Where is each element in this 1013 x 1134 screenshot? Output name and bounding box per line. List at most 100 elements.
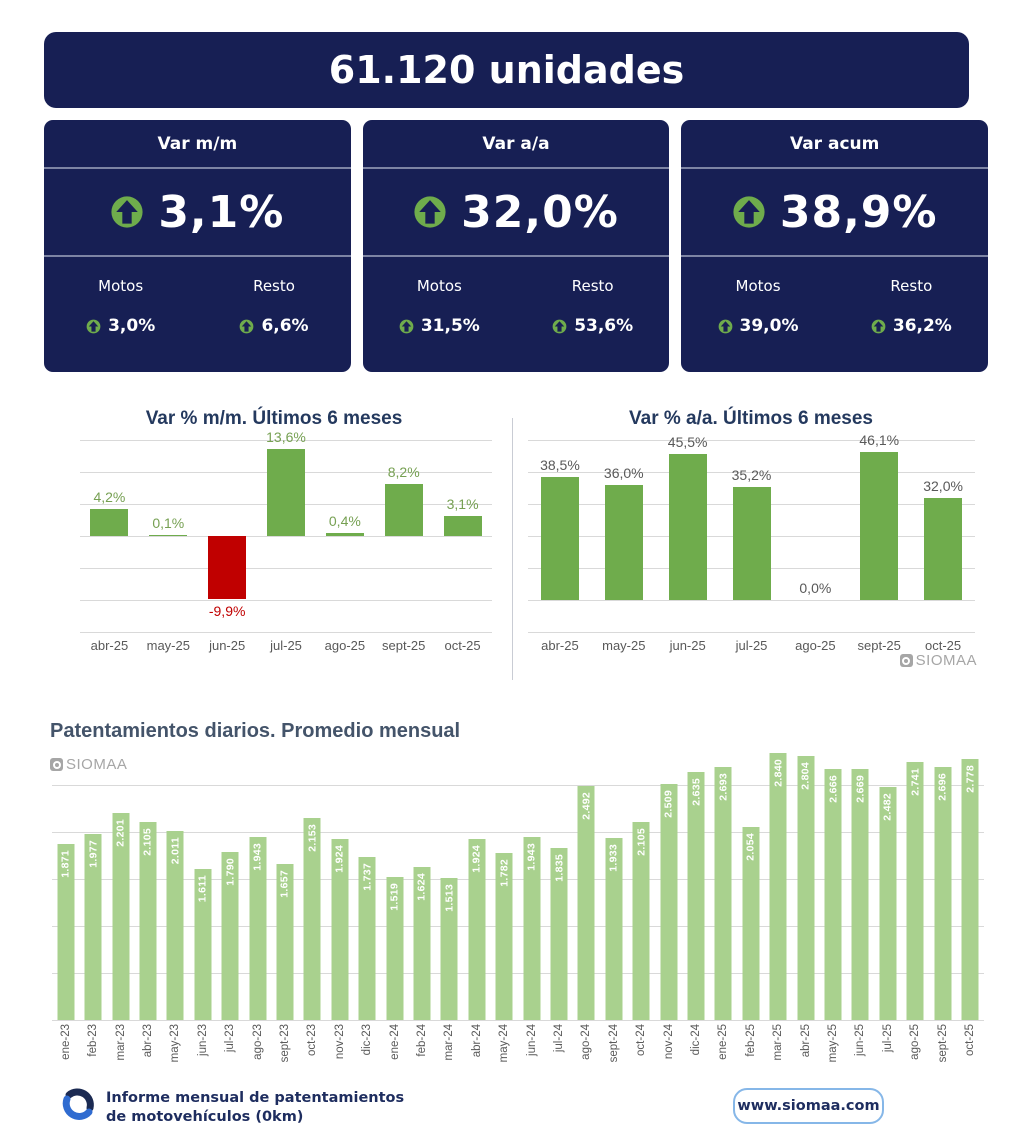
gridline <box>52 832 984 833</box>
daily-chart-title: Patentamientos diarios. Promedio mensual <box>50 720 461 742</box>
bar-value-text: 2.804 <box>799 762 812 791</box>
x-axis-label: ago-25 <box>795 638 836 653</box>
gridline <box>528 600 975 601</box>
x-axis-label: sept-25 <box>936 1024 949 1063</box>
bar-value-label: 0,0% <box>799 580 832 596</box>
bar-value-label: 0,1% <box>152 515 185 532</box>
x-axis-label: sept-25 <box>857 638 901 653</box>
bar-column: 1.977 <box>79 738 106 1020</box>
x-axis-label-cell: abr-25 <box>528 638 592 658</box>
bar <box>384 483 423 536</box>
x-axis-label-cell: jun-25 <box>198 638 257 658</box>
bar-column: 2.509 <box>655 738 682 1020</box>
bar-column: 4,2% <box>80 440 139 632</box>
bar-value-text: 2.054 <box>744 832 757 861</box>
x-axis-label-cell: may-25 <box>592 638 656 658</box>
bar-value-label: 32,0% <box>923 477 963 494</box>
bar: 2.492 <box>577 785 595 1020</box>
x-axis-label-cell: ago-25 <box>783 638 847 658</box>
bar: 1.611 <box>194 868 212 1020</box>
bar-value-label: 1.933 <box>605 844 622 872</box>
x-axis-label-cell: may-24 <box>491 1024 518 1084</box>
bar-value-label: 2.696 <box>934 773 951 801</box>
bar-value-label: 2.669 <box>852 775 869 803</box>
gridline <box>52 926 984 927</box>
bar-value-text: 2.778 <box>964 764 977 793</box>
siomaa-watermark: SIOMAA <box>50 756 127 773</box>
bar-value-text: 2.492 <box>580 791 593 820</box>
bar-value-text: 2.693 <box>717 772 730 801</box>
bar-column: 1.624 <box>408 738 435 1020</box>
x-axis-label: feb-24 <box>415 1024 428 1057</box>
bar-value-text: 2.201 <box>114 819 127 847</box>
bar-value-text: 1.782 <box>498 858 511 887</box>
bar-column: 45,5% <box>656 434 720 632</box>
bar-column: 2.201 <box>107 738 134 1020</box>
kpi-card-var-aa: Var a/a 32,0% Motos 31,5% Resto 53,6% <box>362 120 670 372</box>
bar-column: 2.054 <box>737 738 764 1020</box>
bar: 2.153 <box>303 817 321 1020</box>
x-axis-label: dic-23 <box>361 1024 374 1056</box>
up-arrow-icon <box>414 196 446 228</box>
bar-value-label: 46,1% <box>859 432 900 449</box>
x-axis-label: oct-23 <box>306 1024 319 1056</box>
x-axis-label-cell: oct-25 <box>433 638 492 658</box>
x-axis-label-cell: sept-25 <box>374 638 433 658</box>
bar-value-text: 2.741 <box>909 768 922 797</box>
bar-column: 1.737 <box>353 738 380 1020</box>
bar-value-label: 1.871 <box>57 850 74 878</box>
siomaa-logo-icon <box>62 1088 94 1120</box>
bar-value-label: 0,4% <box>328 513 361 530</box>
bar: 1.924 <box>468 839 486 1020</box>
gridline <box>80 568 492 569</box>
bar-value-label: -9,9% <box>208 603 246 620</box>
bar-value-text: 1.611 <box>196 874 209 902</box>
bar-value-label: 1.519 <box>386 883 403 911</box>
motos-label: Motos <box>98 277 144 295</box>
bar-column: 13,6% <box>257 429 316 632</box>
bar-value-label: 1.737 <box>359 863 376 891</box>
bar-value-label: 1.924 <box>331 845 348 873</box>
website-url: www.siomaa.com <box>737 1098 880 1114</box>
bar-column: 8,2% <box>374 440 433 632</box>
bar-value-label: 2.741 <box>907 768 924 796</box>
x-axis-label-cell: jun-23 <box>189 1024 216 1084</box>
bar-column: 2.105 <box>628 738 655 1020</box>
bar-value-label: 35,2% <box>731 467 772 484</box>
bar-column: 1.513 <box>436 738 463 1020</box>
bar-value-text: 1.871 <box>59 850 72 878</box>
bar: 1.933 <box>605 838 623 1020</box>
x-axis-label-cell: ene-23 <box>52 1024 79 1084</box>
chart-mm-plot: 4,2% 0,1% -9,9% 13,6% 0,4% 8,2% 3,1% <box>80 429 492 633</box>
bar: 1.782 <box>495 852 513 1020</box>
chart-mm-title: Var % m/m. Últimos 6 meses <box>145 408 403 429</box>
bar: 1.737 <box>358 856 376 1020</box>
bar: 2.105 <box>139 822 157 1020</box>
website-link-button[interactable]: www.siomaa.com <box>733 1088 884 1124</box>
bar: 2.105 <box>632 822 650 1020</box>
bar: 1.790 <box>221 851 239 1020</box>
bar-column: 1.657 <box>271 738 298 1020</box>
bar-column: 35,2% <box>720 440 784 632</box>
bar-value-label: 1.924 <box>468 845 485 873</box>
bar <box>325 533 364 536</box>
x-axis-label: may-25 <box>602 638 646 653</box>
x-axis-label-cell: mar-25 <box>765 1024 792 1084</box>
up-arrow-icon <box>240 319 254 333</box>
bar: 2.482 <box>879 786 897 1020</box>
bar: 2.509 <box>660 784 678 1020</box>
bar-value-label: 2.054 <box>742 833 759 861</box>
bar-value-label: 1.943 <box>523 843 540 871</box>
bar <box>860 452 899 600</box>
bar-value-text: 2.105 <box>141 828 154 856</box>
bar-column: 2.105 <box>134 738 161 1020</box>
x-axis-label: ene-24 <box>388 1024 401 1060</box>
x-axis-label: sept-25 <box>382 638 426 653</box>
bar-column: 1.924 <box>463 738 490 1020</box>
x-axis-label: nov-23 <box>333 1024 346 1060</box>
x-axis-label-cell: ene-24 <box>381 1024 408 1084</box>
x-axis-label: dic-24 <box>690 1024 703 1056</box>
bar-value-text: 1.790 <box>224 857 237 886</box>
bar-value-text: 1.657 <box>278 870 291 899</box>
kpi-value: 3,1% <box>158 186 285 238</box>
